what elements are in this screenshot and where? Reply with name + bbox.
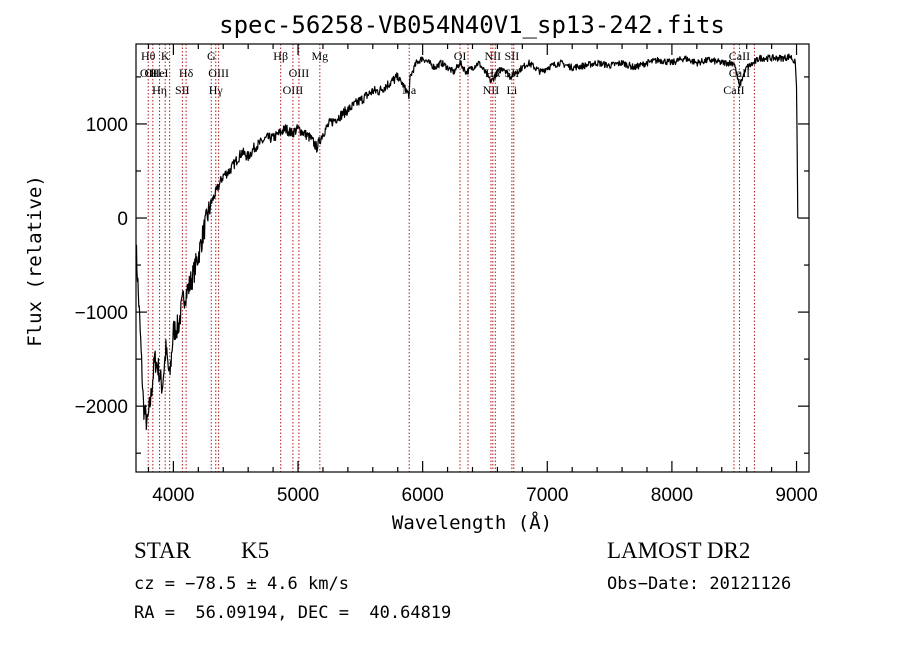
y-axis-label: Flux (relative) [24, 175, 46, 347]
chart-title: spec-56258-VB054N40V1_sp13-242.fits [219, 11, 725, 39]
redshift-readout: cz = −78.5 ± 4.6 km/s [134, 574, 349, 594]
coordinates: RA = 56.09194, DEC = 40.64819 [134, 603, 452, 623]
line-label: CaII [729, 49, 750, 63]
object-class: STAR [134, 538, 191, 563]
tick-label: −2000 [75, 397, 128, 418]
line-label: OIII [289, 66, 310, 80]
line-label: Li [507, 83, 518, 97]
x-axis-label: Wavelength (Å) [392, 511, 552, 534]
line-label: SII [175, 83, 190, 97]
tick-label: 6000 [402, 485, 444, 506]
line-label: Hη [152, 83, 167, 97]
line-label: SII [505, 49, 520, 63]
tick-label: 8000 [651, 485, 693, 506]
tick-label: 5000 [277, 485, 319, 506]
line-label: K [161, 49, 170, 63]
line-label: Hδ [179, 66, 194, 80]
line-label: Hβ [273, 49, 288, 63]
line-label: OIII [208, 66, 229, 80]
line-label: G [207, 49, 216, 63]
object-subclass: K5 [241, 538, 270, 563]
line-label: HeI [151, 66, 169, 80]
axis-ticks: 4000 5000 6000 7000 8000 9000 −2000 −1000 0 1000 [75, 44, 818, 506]
line-label: Mg [311, 49, 328, 63]
line-label: NII [484, 49, 501, 63]
tick-label: 4000 [152, 485, 194, 506]
line-label: NII [483, 83, 500, 97]
line-label: OI [454, 49, 467, 63]
line-label: Hγ [209, 83, 224, 97]
line-label: OIII [283, 83, 304, 97]
emission-line-markers: HθOIIOIIHeIHηKHδSIIGHγOIIIHβOIIIOIIIMgNa… [140, 44, 755, 472]
tick-label: 0 [117, 209, 128, 230]
tick-label: 1000 [86, 115, 128, 136]
obs-date: Obs−Date: 20121126 [607, 574, 792, 594]
line-label: Hθ [141, 49, 156, 63]
line-label: OII [144, 66, 161, 80]
tick-label: −1000 [75, 303, 128, 324]
tick-label: 9000 [775, 485, 817, 506]
line-label: CaII [729, 66, 750, 80]
line-label: CaII [723, 83, 744, 97]
tick-label: 7000 [526, 485, 568, 506]
survey-label: LAMOST DR2 [607, 538, 751, 563]
spectrum-series-line [135, 53, 799, 431]
plot-frame [135, 43, 810, 473]
